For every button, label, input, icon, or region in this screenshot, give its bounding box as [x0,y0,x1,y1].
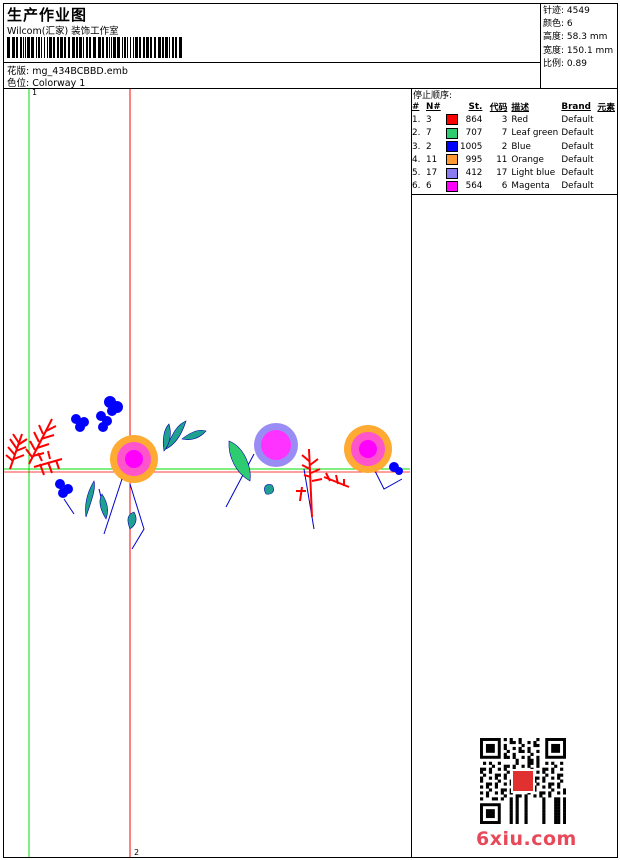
row-seq: 3. [412,141,421,152]
row-swatch [446,140,460,153]
red-fern-cluster [5,418,63,476]
row-brand: Default [561,154,594,165]
green-leaf [228,440,251,482]
row-code: 2 [501,141,508,152]
header-divider [3,88,618,89]
design-file-name: mg_434BCBBD.emb [32,66,128,77]
row-stitches: 564 [465,181,483,192]
row-desc: Red [511,114,529,125]
color-swatch [446,154,458,166]
row-code: 6 [501,181,508,192]
row-stitches: 995 [465,154,483,165]
row-stitches: 864 [465,114,483,125]
color-swatch [446,114,458,126]
row-stitches: 412 [465,168,483,179]
panel-divider [411,88,412,858]
row-brand: Default [561,181,594,192]
blue-flowers-left [55,396,403,498]
row-needle: 3 [426,114,432,125]
spec-list: 针迹: 4549 颜色: 6 高度: 58.3 mm 宽度: 150.1 mm … [543,5,613,71]
row-needle: 7 [426,128,432,139]
colorway-label: 色位: [7,78,30,89]
color-swatch [446,127,458,139]
table-row: 5. 17 412 17 Light blue Default [412,166,615,179]
flower-left [110,435,158,483]
flower-right [344,425,392,473]
color-swatch [446,180,458,192]
start-marker-label: 1 [32,88,38,97]
row-brand: Default [561,168,594,179]
table-row: 1. 3 864 3 Red Default [412,113,615,126]
color-swatch [446,141,458,153]
specs-divider [540,3,541,88]
row-brand: Default [561,128,594,139]
table-row: 3. 2 1005 2 Blue Default [412,140,615,153]
row-stitches: 1005 [460,141,483,152]
flower-center-magenta [254,423,298,467]
red-fern-right [296,448,350,518]
page-title: 生产作业图 [7,6,88,24]
row-brand: Default [561,141,594,152]
spec-scale: 比例: 0.89 [543,58,587,69]
table-header-row: # N# St. 代码 描述 Brand 元素 [412,101,615,114]
row-swatch [446,153,460,166]
table-row: 6. 6 564 6 Magenta Default [412,180,615,193]
row-code: 3 [501,114,508,125]
design-label: 花版: [7,66,30,77]
row-seq: 6. [412,181,421,192]
row-seq: 1. [412,114,421,125]
row-desc: Blue [511,141,531,152]
row-code: 17 [496,168,508,179]
row-code: 7 [501,128,508,139]
table-row: 4. 11 995 11 Orange Default [412,153,615,166]
colorway-line: 色位: Colorway 1 [7,75,85,89]
studio-name: Wilcom(汇家) 装饰工作室 [7,26,119,37]
row-needle: 11 [426,154,438,165]
row-desc: Orange [511,154,544,165]
row-needle: 17 [426,168,438,179]
spec-width: 宽度: 150.1 mm [543,45,614,56]
row-swatch [446,166,460,179]
spec-stitches: 针迹: 4549 [543,6,590,16]
end-marker-label: 2 [134,848,140,857]
color-swatch [446,167,458,179]
row-needle: 6 [426,181,432,192]
row-swatch [446,127,460,140]
stop-sequence-label: 停止顺序: [413,91,453,101]
table-row: 2. 7 707 7 Leaf green Default [412,127,615,140]
row-needle: 2 [426,141,432,152]
embroidery-preview [4,89,410,857]
sheet-frame [3,3,618,858]
qr-code [480,738,566,824]
spec-colors: 颜色: 6 [543,19,573,30]
row-seq: 5. [412,168,421,179]
colorway-name: Colorway 1 [32,78,86,89]
row-swatch [446,113,460,126]
row-brand: Default [561,114,594,125]
row-seq: 2. [412,128,421,139]
table-bottom-rule [411,194,618,195]
row-stitches: 707 [465,128,483,139]
design-file-line: 花版: mg_434BCBBD.emb [7,63,128,77]
row-desc: Leaf green [511,128,559,139]
spec-height: 高度: 58.3 mm [543,32,608,43]
watermark-logo: 6xiu.com [476,828,577,850]
barcode [7,37,182,58]
barcode-divider [3,62,541,63]
color-sequence-table: # N# St. 代码 描述 Brand 元素 1. 3 864 3 Red Defaul… [412,100,615,193]
row-code: 11 [496,154,508,165]
row-swatch [446,180,460,193]
teal-leaves [85,420,274,530]
row-desc: Light blue [511,168,556,179]
row-seq: 4. [412,154,421,165]
row-desc: Magenta [511,181,550,192]
